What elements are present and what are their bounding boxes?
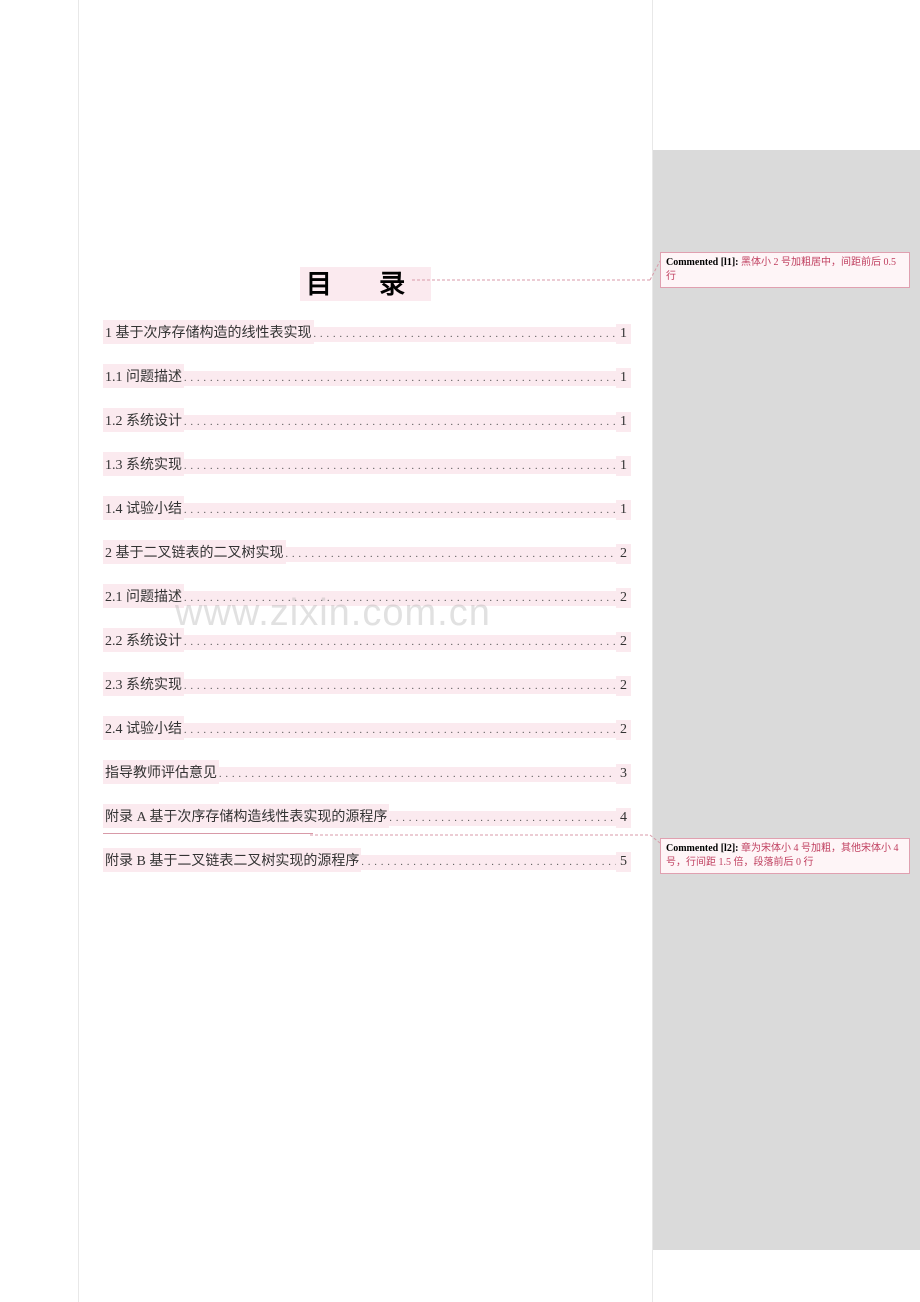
toc-item[interactable]: 1.2 系统设计 ...............................… xyxy=(103,408,631,432)
comment-connector xyxy=(412,258,662,294)
toc-item[interactable]: 附录 A 基于次序存储构造线性表实现的源程序 .................… xyxy=(103,804,631,828)
toc-page: 3 xyxy=(616,764,631,784)
toc-item[interactable]: 2.3 系统实现 ...............................… xyxy=(103,672,631,696)
toc-page: 1 xyxy=(616,456,631,476)
toc-label: 1.4 试验小结 xyxy=(103,496,184,520)
toc-item[interactable]: 附录 B 基于二叉链表二叉树实现的源程序 ...................… xyxy=(103,848,631,872)
toc-page: 4 xyxy=(616,808,631,828)
toc-label: 2.2 系统设计 xyxy=(103,628,184,652)
toc-dots: ........................................… xyxy=(219,767,616,782)
toc-page: 5 xyxy=(616,852,631,872)
toc-dots: ........................................… xyxy=(184,415,616,430)
toc-label: 1.2 系统设计 xyxy=(103,408,184,432)
comment-connector xyxy=(310,833,662,846)
toc-dots: ........................................… xyxy=(184,459,616,474)
toc-page: 1 xyxy=(616,368,631,388)
toc-label: 2.1 问题描述 xyxy=(103,584,184,608)
toc-page: 1 xyxy=(616,500,631,520)
toc-dots: ........................................… xyxy=(184,591,616,606)
toc-item[interactable]: 1 基于次序存储构造的线性表实现 .......................… xyxy=(103,320,631,344)
toc-dots: ........................................… xyxy=(184,371,616,386)
toc-item[interactable]: 1.4 试验小结 ...............................… xyxy=(103,496,631,520)
toc-label: 1.1 问题描述 xyxy=(103,364,184,388)
toc-page: 2 xyxy=(616,676,631,696)
toc-list: 1 基于次序存储构造的线性表实现 .......................… xyxy=(103,320,631,892)
toc-page: 1 xyxy=(616,412,631,432)
toc-item[interactable]: 指导教师评估意见 ...............................… xyxy=(103,760,631,784)
toc-dots: ........................................… xyxy=(184,679,616,694)
comment-label: Commented [l1]: xyxy=(666,257,738,268)
toc-page: 2 xyxy=(616,632,631,652)
toc-page: 2 xyxy=(616,544,631,564)
toc-tail-line xyxy=(103,833,313,834)
toc-label: 指导教师评估意见 xyxy=(103,760,219,784)
comment-label: Commented [l2]: xyxy=(666,843,738,854)
toc-dots: ........................................… xyxy=(314,327,617,342)
toc-label: 2.4 试验小结 xyxy=(103,716,184,740)
toc-item[interactable]: 2 基于二叉链表的二叉树实现 .........................… xyxy=(103,540,631,564)
toc-dots: ........................................… xyxy=(389,811,616,826)
comment-sidebar xyxy=(653,150,920,1250)
toc-dots: ........................................… xyxy=(184,723,616,738)
toc-label: 2.3 系统实现 xyxy=(103,672,184,696)
toc-label: 1.3 系统实现 xyxy=(103,452,184,476)
toc-item[interactable]: 1.3 系统实现 ...............................… xyxy=(103,452,631,476)
document-page: 目 录 1 基于次序存储构造的线性表实现 ...................… xyxy=(78,0,653,1302)
toc-label: 附录 A 基于次序存储构造线性表实现的源程序 xyxy=(103,804,389,828)
toc-dots: ........................................… xyxy=(184,503,616,518)
toc-page: 1 xyxy=(616,324,631,344)
toc-dots: ........................................… xyxy=(184,635,616,650)
comment-balloon[interactable]: Commented [l1]: 黑体小 2 号加粗居中，间距前后 0.5 行 xyxy=(660,252,910,288)
toc-page: 2 xyxy=(616,588,631,608)
toc-item[interactable]: 2.1 问题描述 ...............................… xyxy=(103,584,631,608)
toc-label: 1 基于次序存储构造的线性表实现 xyxy=(103,320,314,344)
toc-dots: ........................................… xyxy=(361,855,616,870)
toc-dots: ........................................… xyxy=(286,547,617,562)
toc-label: 2 基于二叉链表的二叉树实现 xyxy=(103,540,286,564)
toc-item[interactable]: 2.2 系统设计 ...............................… xyxy=(103,628,631,652)
toc-item[interactable]: 2.4 试验小结 ...............................… xyxy=(103,716,631,740)
comment-balloon[interactable]: Commented [l2]: 章为宋体小 4 号加粗，其他宋体小 4 号，行间… xyxy=(660,838,910,874)
toc-label: 附录 B 基于二叉链表二叉树实现的源程序 xyxy=(103,848,361,872)
toc-item[interactable]: 1.1 问题描述 ...............................… xyxy=(103,364,631,388)
toc-page: 2 xyxy=(616,720,631,740)
